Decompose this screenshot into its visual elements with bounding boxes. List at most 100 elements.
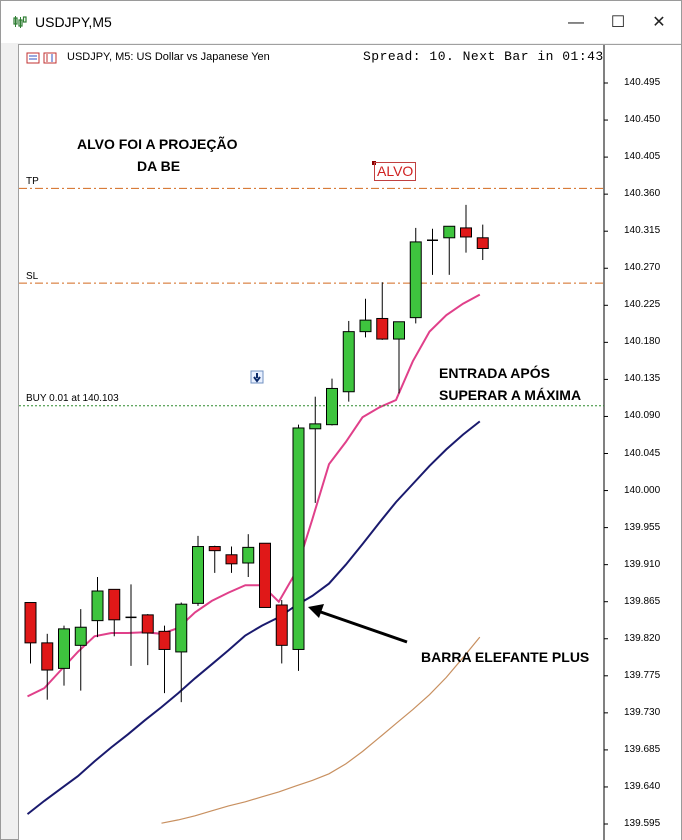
candle-body-bear [208,546,221,552]
chart-candles-icon [13,16,27,28]
maximize-button[interactable]: ☐ [610,14,626,31]
candle-body-bear [158,630,171,650]
candle-body-bull [175,603,188,653]
chart-canvas[interactable] [19,45,681,840]
candle[interactable] [175,602,188,703]
price-chart[interactable]: USDJPY, M5: US Dollar vs Japanese Yen Sp… [18,44,681,840]
candle-body-bull [409,241,422,319]
candle[interactable] [309,396,322,503]
candle-body-bull [58,628,70,669]
candle-body-bear [24,602,37,644]
price-tick-label: 139.865 [624,595,661,607]
price-tick-label: 140.405 [624,151,661,163]
annotation-target-line1: ALVO FOI A PROJEÇÃO [77,136,238,152]
price-tick-label: 140.000 [624,484,661,496]
candle[interactable] [58,625,70,686]
candle[interactable] [192,535,204,606]
mini-toolbar-icons [26,52,57,64]
candle-body-bull [443,225,456,239]
buy-order-label[interactable]: BUY 0.01 at 140.103 [26,393,119,404]
candle[interactable] [359,298,372,338]
price-tick-label: 139.640 [624,780,661,792]
price-tick-label: 140.360 [624,188,661,200]
candle-body-bear [259,542,271,608]
annotation-entry: ENTRADA APÓS SUPERAR A MÁXIMA [439,362,581,406]
candle-body-bear [41,642,54,671]
candle[interactable] [460,204,472,253]
price-tick-label: 139.730 [624,706,661,718]
price-tick-label: 140.450 [624,114,661,126]
candle[interactable] [409,227,422,324]
candle-body-bull [91,590,104,622]
spread-info: Spread: 10. Next Bar in 01:43 [363,49,604,64]
candle-body-bear [141,614,154,634]
candle[interactable] [342,320,355,402]
buy-arrow-icon [250,370,264,384]
candle-body-bull [192,546,204,604]
price-tick-label: 139.595 [624,818,661,829]
annotation-entry-line2: SUPERAR A MÁXIMA [439,387,582,403]
price-tick-label: 140.225 [624,299,661,311]
candle-body-bear [108,588,121,621]
candle[interactable] [225,546,238,573]
ma-mid-line [26,420,481,815]
candle[interactable] [259,542,271,608]
ma-slow-line [161,636,481,824]
annotation-target: ALVO FOI A PROJEÇÃO DA BE [77,133,238,177]
symbol-description: USDJPY, M5: US Dollar vs Japanese Yen [67,51,270,63]
candle[interactable] [443,225,456,275]
candle-body-bull [74,626,87,646]
annotation-elephant-bar: BARRA ELEFANTE PLUS [421,649,590,665]
candle[interactable] [208,545,221,573]
price-tick-label: 140.045 [624,447,661,459]
candle-body-bear [376,317,389,340]
candle-body-bull [342,331,355,393]
candle[interactable] [376,282,389,340]
candle[interactable] [108,588,121,637]
candle[interactable] [125,584,137,666]
price-tick-label: 139.775 [624,669,661,681]
close-button[interactable]: ✕ [652,14,666,31]
candle[interactable] [41,633,54,700]
candle-body-bear [225,554,238,565]
title-bar[interactable]: USDJPY,M5 — ☐ ✕ [1,1,681,43]
candle-body-bull [242,546,255,564]
candle[interactable] [242,534,255,577]
candle-body-bull [326,387,338,426]
candle-body-bull [309,423,322,430]
price-tick-label: 140.090 [624,410,661,422]
candle[interactable] [24,602,37,664]
candle-body-bear [275,604,288,646]
window-title: USDJPY,M5 [35,14,112,30]
candle[interactable] [326,378,338,426]
price-tick-label: 139.955 [624,521,661,533]
elephant-bar-arrow [308,604,408,644]
candle[interactable] [275,600,288,664]
ma-fast-line [27,293,481,698]
candle[interactable] [393,321,405,394]
alvo-label[interactable]: ALVO [374,162,417,181]
candle[interactable] [158,625,171,694]
price-tick-label: 140.135 [624,373,661,385]
candle-body-bull [359,319,372,333]
annotation-entry-line1: ENTRADA APÓS [439,365,550,381]
price-tick-label: 140.180 [624,336,661,348]
candle[interactable] [427,228,438,275]
candle[interactable] [141,614,154,666]
price-tick-label: 139.820 [624,632,661,644]
price-tick-label: 140.270 [624,262,661,274]
candle-body-bull [393,321,405,340]
sl-label: SL [26,271,39,282]
price-tick-label: 140.315 [624,225,661,237]
candle[interactable] [476,224,489,261]
minimize-button[interactable]: — [568,14,584,31]
candle-body-bear [460,227,472,238]
tp-label: TP [26,176,39,187]
candle[interactable] [292,424,305,671]
candle-body-bear [476,237,489,249]
annotation-target-line2: DA BE [137,158,181,174]
candle[interactable] [74,609,87,691]
candle[interactable] [91,577,104,638]
price-tick-label: 140.495 [624,77,661,88]
